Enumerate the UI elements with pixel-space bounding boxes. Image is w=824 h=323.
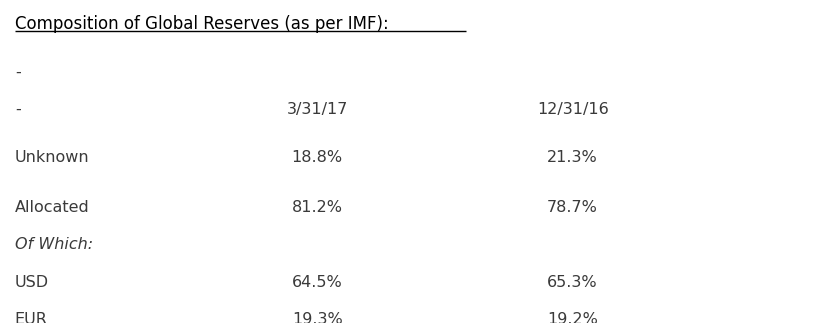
Text: 65.3%: 65.3% [547,275,598,289]
Text: 19.3%: 19.3% [292,312,343,323]
Text: Composition of Global Reserves (as per IMF):: Composition of Global Reserves (as per I… [15,15,389,33]
Text: Unknown: Unknown [15,150,90,165]
Text: 78.7%: 78.7% [547,200,598,215]
Text: Of Which:: Of Which: [15,237,93,252]
Text: -: - [15,65,21,79]
Text: USD: USD [15,275,49,289]
Text: 3/31/17: 3/31/17 [287,102,348,117]
Text: 81.2%: 81.2% [292,200,343,215]
Text: 64.5%: 64.5% [292,275,343,289]
Text: 21.3%: 21.3% [547,150,598,165]
Text: -: - [15,102,21,117]
Text: 12/31/16: 12/31/16 [536,102,609,117]
Text: 18.8%: 18.8% [292,150,343,165]
Text: 19.2%: 19.2% [547,312,598,323]
Text: Allocated: Allocated [15,200,90,215]
Text: EUR: EUR [15,312,48,323]
